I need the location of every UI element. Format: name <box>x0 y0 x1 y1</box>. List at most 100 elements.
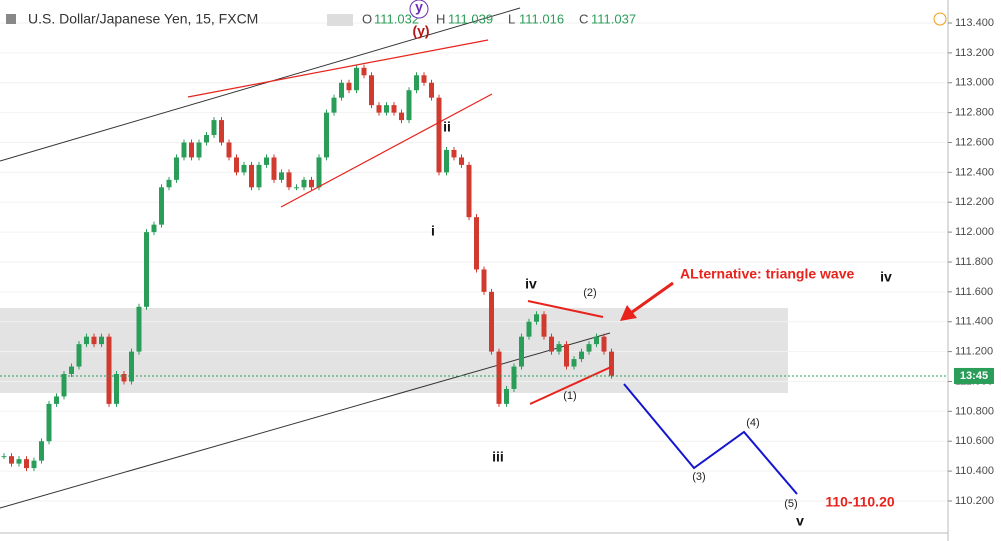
wave-label: iv <box>525 276 537 292</box>
candle <box>219 120 224 143</box>
target: 110-110.20 <box>825 494 895 510</box>
open-label: O <box>362 11 372 26</box>
candle <box>541 314 547 337</box>
candle <box>249 164 254 188</box>
candle <box>24 459 29 469</box>
candle <box>144 232 149 307</box>
candle <box>159 187 164 225</box>
candle <box>129 351 134 382</box>
arrow-head <box>620 305 637 321</box>
y-tick-label: 110.400 <box>955 465 994 477</box>
triangle-line <box>527 300 604 318</box>
candle <box>61 374 67 397</box>
candle <box>114 374 119 404</box>
candle <box>609 351 614 376</box>
candle <box>121 374 127 382</box>
candle <box>571 359 577 367</box>
candle <box>301 179 307 188</box>
candle <box>294 187 299 189</box>
candle <box>286 172 292 188</box>
candle <box>361 67 367 76</box>
candle <box>369 75 374 106</box>
wave-label: v <box>796 513 804 529</box>
y-tick-label: 111.400 <box>955 316 993 328</box>
candle <box>586 344 592 352</box>
candle <box>414 75 419 91</box>
wave-label: y <box>415 0 423 15</box>
candle <box>234 157 239 173</box>
candle <box>316 157 322 188</box>
candle <box>474 217 479 270</box>
y-tick-label: 113.200 <box>955 47 994 59</box>
alert-icon <box>933 12 947 26</box>
candle <box>106 336 112 404</box>
label-circle <box>409 0 429 19</box>
candle <box>226 142 232 158</box>
candle <box>99 336 104 345</box>
candle <box>489 291 494 352</box>
candle <box>166 179 172 188</box>
candle <box>256 164 262 188</box>
y-tick-label: 111.600 <box>955 286 993 298</box>
candle <box>421 75 427 83</box>
candle <box>189 142 194 158</box>
candle <box>264 157 269 165</box>
wave-label: iv <box>880 269 892 285</box>
projection <box>623 383 798 495</box>
candle <box>331 97 337 113</box>
low-label: L <box>508 11 515 26</box>
candle <box>594 336 599 345</box>
candle <box>354 67 359 91</box>
candle <box>519 336 524 367</box>
candles <box>1 64 614 472</box>
price-axis <box>948 0 1001 541</box>
open: 111.032 <box>374 11 419 26</box>
candle <box>436 97 442 173</box>
candle <box>564 344 569 367</box>
y-tick-label: 112.800 <box>955 107 994 119</box>
candle <box>451 149 457 158</box>
candle <box>556 344 562 352</box>
wave-label: (2) <box>583 287 596 299</box>
trend-line <box>187 39 489 98</box>
icons <box>327 14 353 26</box>
candle <box>481 269 487 292</box>
candle <box>549 336 554 352</box>
candle <box>16 459 22 464</box>
candle <box>444 149 449 173</box>
candle <box>429 82 434 98</box>
candle <box>204 135 209 143</box>
candle <box>241 164 247 173</box>
candle <box>1 456 7 458</box>
candle <box>406 90 412 121</box>
candle <box>601 336 607 352</box>
high-label: H <box>436 11 445 26</box>
channel-line <box>0 7 521 162</box>
close-label: C <box>579 11 588 26</box>
icon <box>6 14 16 24</box>
trend-line <box>280 93 493 208</box>
candle <box>84 336 89 345</box>
wave-label: ii <box>443 119 451 135</box>
candle <box>504 388 509 404</box>
channel-line <box>0 332 611 509</box>
y-tick-label: 110.800 <box>955 405 994 417</box>
candle <box>579 351 584 360</box>
close: 111.037 <box>591 11 636 26</box>
candle <box>376 105 382 113</box>
annotation: ALternative: triangle wave <box>680 266 854 282</box>
candle <box>391 105 397 113</box>
grid <box>0 22 948 502</box>
candle <box>39 441 44 461</box>
candle <box>526 321 532 337</box>
candle <box>91 336 97 345</box>
last-time-box <box>954 367 994 384</box>
y-tick-label: 111.200 <box>955 346 993 358</box>
candle <box>496 351 502 404</box>
candle <box>181 142 187 158</box>
candle <box>399 112 404 121</box>
candle <box>136 306 142 352</box>
high: 111.039 <box>448 11 493 26</box>
